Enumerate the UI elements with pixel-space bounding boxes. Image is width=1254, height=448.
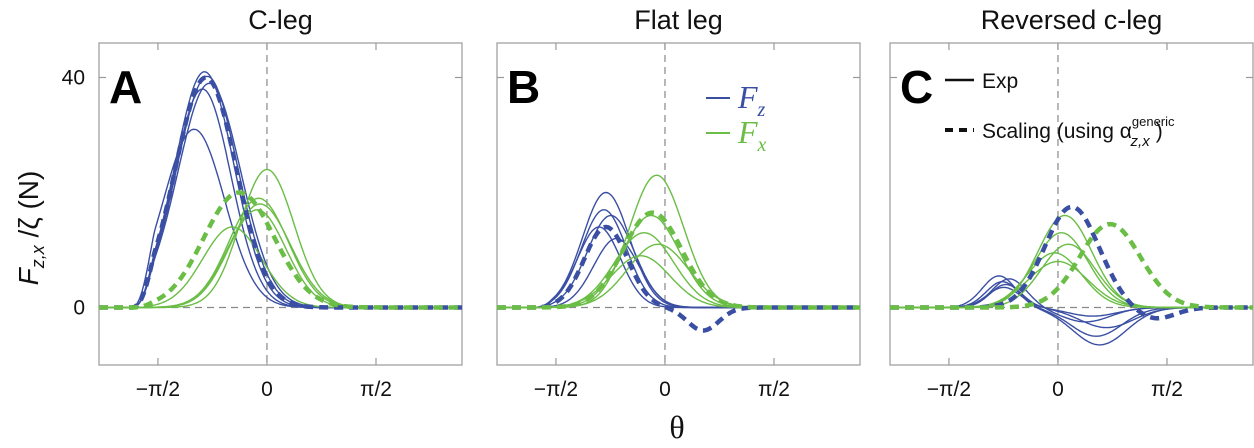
series-fz-exp-line [497,209,860,309]
x-tick-label: 0 [659,378,671,401]
legend-fz-label: Fz [737,79,766,121]
x-tick-label: −π/2 [927,378,971,401]
panel-c: −π/2 0 π/2 Reversed c-leg C [889,5,1254,401]
panel-a: −π/2 0 π/2 0 40 C-leg A [62,5,463,401]
legend-panel-b: Fz Fx [706,79,767,156]
panel-letter: C [900,61,933,113]
plot-frame [889,42,1254,366]
series-fx-exp-line [497,243,860,309]
series-fx-scaling-line [98,190,463,310]
legend-panel-c: Exp Scaling (using αgeneric z,x) [945,70,1175,150]
series-fz-exp-line [99,88,462,309]
series-fz-scaling-line [496,224,861,333]
x-tick-label: π/2 [360,378,392,401]
x-tick-label: π/2 [758,378,790,401]
y-tick-label: 0 [73,297,85,320]
series-fx-scaling-line [496,210,861,310]
series-fz-exp-line [99,75,462,309]
y-tick-label: 40 [62,67,85,90]
series-fx-exp-line [890,243,1253,309]
panels: −π/2 0 π/2 0 40 C-leg A −π/2 0 π/2 Flat leg B −π/2 0 π… [62,5,1254,401]
plot-frame [496,42,861,366]
panel-title: C-leg [248,5,313,35]
x-tick-label: −π/2 [136,378,180,401]
plot-frame [98,42,463,366]
series-fx-exp-line [497,214,860,309]
series-fz-exp-line [890,286,1253,317]
legend-exp-label: Exp [982,70,1018,93]
panel-title: Flat leg [634,5,723,35]
panel-letter: B [507,61,540,113]
panel-letter: A [109,61,142,113]
y-axis-label: Fz,x /ζ (N) [13,171,48,286]
x-tick-label: 0 [1052,378,1064,401]
legend-fx-label: Fx [737,114,767,156]
series-fx-scaling-line [889,221,1254,310]
legend-scaling-label: Scaling (using αgeneric z,x) [982,114,1175,150]
series-fz-exp-line [99,128,462,309]
x-tick-label: −π/2 [534,378,578,401]
series-fz-scaling-line [98,75,463,310]
series-fx-exp-line [890,252,1253,309]
series-fz-exp-line [99,82,462,309]
x-tick-label: 0 [261,378,273,401]
series-fz-exp-line [99,71,462,309]
series-fx-exp-line [890,214,1253,309]
panel-b: −π/2 0 π/2 Flat leg B [496,5,861,401]
x-tick-label: π/2 [1151,378,1183,401]
series-fz-exp-line [497,214,860,309]
x-axis-label: θ [669,409,684,445]
panel-title: Reversed c-leg [981,5,1163,35]
